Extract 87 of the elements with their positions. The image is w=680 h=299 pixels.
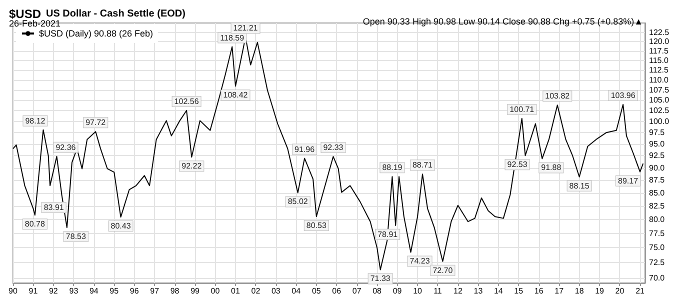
x-tick-label: 13 — [474, 286, 484, 296]
x-tick-label: 21 — [636, 286, 646, 296]
chart-title: $USD US Dollar - Cash Settle (EOD) — [9, 7, 186, 21]
x-tick-label: 06 — [332, 286, 342, 296]
y-tick-label: 117.5 — [649, 46, 669, 56]
y-tick-label: 122.5 — [649, 28, 670, 38]
x-tick-label: 07 — [352, 286, 362, 296]
x-tick-label: 95 — [110, 286, 120, 296]
x-tick-label: 18 — [574, 286, 584, 296]
x-tick-label: 93 — [69, 286, 79, 296]
x-tick-label: 92 — [48, 286, 58, 296]
annotation: 72.70 — [432, 266, 454, 275]
x-tick-label: 15 — [514, 286, 524, 296]
annotation: 108.42 — [223, 90, 248, 100]
y-tick-label: 115.0 — [649, 56, 669, 65]
annotation: 89.17 — [618, 176, 639, 186]
y-tick-label: 75.0 — [649, 243, 666, 252]
annotation: 102.56 — [174, 96, 200, 106]
annotation: 92.36 — [56, 142, 76, 152]
annotation: 92.33 — [323, 143, 344, 152]
annotation: 85.02 — [288, 197, 308, 206]
x-tick-label: 19 — [595, 286, 605, 296]
x-tick-label: 12 — [453, 286, 463, 296]
annotation: 80.43 — [110, 222, 132, 231]
x-tick-label: 09 — [392, 286, 402, 296]
annotation: 100.71 — [510, 104, 535, 114]
x-tick-label: 90 — [8, 286, 18, 296]
annotation: 103.96 — [610, 91, 636, 100]
y-tick-label: 120.0 — [649, 37, 670, 46]
y-tick-label: 112.5 — [649, 65, 669, 74]
annotation: 80.53 — [306, 221, 327, 230]
y-tick-label: 82.5 — [649, 201, 666, 210]
x-tick-label: 01 — [231, 286, 240, 296]
y-tick-label: 100.0 — [649, 117, 670, 126]
legend-label: $USD (Daily) 90.88 (26 Feb) — [39, 28, 154, 38]
y-tick-label: 105.0 — [649, 96, 670, 105]
y-tick-label: 90.0 — [649, 163, 666, 172]
annotation: 92.22 — [182, 162, 202, 171]
annotation: 121.21 — [233, 24, 258, 33]
annotation: 74.23 — [410, 256, 430, 266]
annotation: 97.72 — [86, 118, 106, 128]
x-tick-label: 98 — [170, 286, 180, 296]
y-tick-label: 87.5 — [649, 176, 666, 185]
y-tick-label: 97.5 — [649, 128, 666, 138]
annotation: 103.82 — [545, 92, 570, 101]
y-tick-label: 92.5 — [649, 151, 666, 160]
x-tick-label: 97 — [150, 286, 160, 296]
y-tick-label: 102.5 — [649, 106, 670, 116]
y-tick-label: 80.0 — [649, 214, 666, 224]
y-tick-label: 77.5 — [649, 228, 666, 238]
x-tick-label: 20 — [615, 286, 625, 296]
annotation: 80.78 — [24, 220, 46, 229]
annotation: 78.53 — [66, 232, 86, 242]
x-tick-label: 94 — [89, 286, 99, 296]
annotation: 88.19 — [382, 163, 403, 172]
annotation: 88.15 — [569, 181, 590, 190]
x-tick-label: 17 — [554, 286, 564, 296]
y-tick-label: 85.0 — [649, 188, 666, 198]
x-tick-label: 96 — [130, 286, 140, 296]
annotation: 91.88 — [541, 163, 562, 172]
annotation: 83.91 — [44, 202, 64, 212]
annotation: 118.59 — [220, 33, 245, 42]
x-tick-label: 03 — [271, 286, 281, 296]
y-tick-label: 110.0 — [649, 75, 669, 84]
annotation: Open 90.33 High 90.98 Low 90.14 Close 90.88 Chg +0.75 (+0.83%)▲ — [362, 16, 644, 26]
annotation: 78.91 — [378, 230, 398, 239]
annotation: 98.12 — [25, 116, 46, 126]
chart-subtitle: 26-Feb-2021 — [9, 18, 61, 28]
annotation: 91.96 — [294, 144, 316, 154]
y-tick-label: 107.5 — [649, 85, 670, 94]
x-tick-label: 00 — [210, 286, 220, 296]
y-tick-label: 95.0 — [649, 140, 666, 149]
x-tick-label: 11 — [434, 286, 442, 296]
x-tick-label: 91 — [28, 286, 38, 296]
x-tick-label: 99 — [190, 286, 200, 296]
annotation: 71.33 — [370, 274, 391, 284]
x-tick-label: 14 — [494, 286, 504, 296]
annotation: 92.53 — [507, 160, 528, 170]
x-tick-label: 04 — [292, 286, 302, 296]
annotation: 88.71 — [412, 160, 434, 170]
x-tick-label: 08 — [372, 286, 382, 296]
y-tick-label: 70.0 — [649, 273, 666, 282]
x-tick-label: 16 — [534, 286, 544, 296]
x-tick-label: 05 — [312, 286, 322, 296]
x-tick-label: 10 — [413, 286, 423, 296]
x-tick-label: 02 — [251, 286, 261, 296]
y-tick-label: 72.5 — [649, 258, 666, 268]
